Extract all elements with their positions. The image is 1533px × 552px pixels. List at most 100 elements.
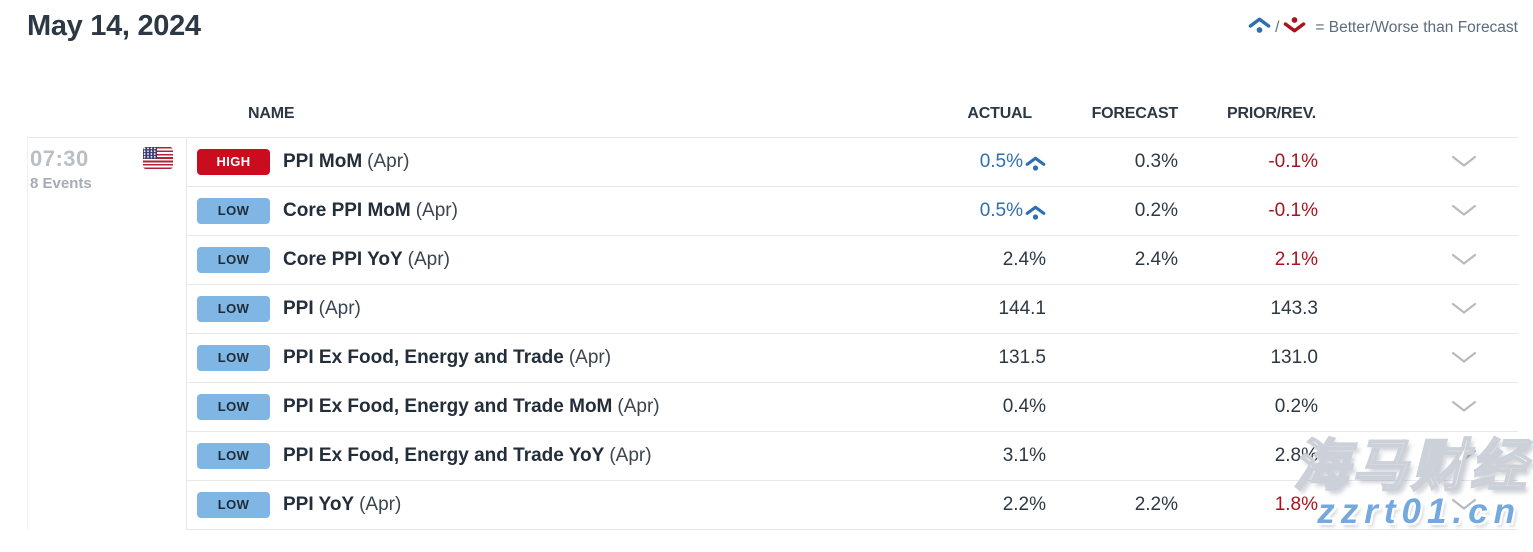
event-name: Core PPI YoY: [283, 248, 403, 270]
actual-cell: 2.4%: [1003, 249, 1046, 271]
prior-value: 0.2%: [1274, 395, 1318, 417]
event-row[interactable]: LOW PPI Ex Food, Energy and Trade YoY (Ap…: [186, 431, 1518, 480]
prior-cell: -0.1%: [1268, 151, 1318, 173]
better-than-forecast-icon: [1025, 156, 1046, 171]
actual-value: 2.4%: [1002, 248, 1046, 270]
events-count: 8 Events: [30, 175, 92, 192]
event-period: (Apr): [359, 493, 402, 515]
expand-chevron-icon[interactable]: [1450, 350, 1478, 366]
us-flag-canton: [143, 147, 157, 159]
forecast-cell: 2.4%: [1135, 249, 1178, 271]
table-top-border: [27, 137, 1518, 138]
importance-badge: LOW: [197, 442, 270, 469]
prior-value: 1.8%: [1274, 493, 1318, 515]
event-period: (Apr): [318, 297, 361, 319]
prior-cell: 131.0: [1270, 347, 1318, 369]
event-period: (Apr): [367, 150, 410, 172]
forecast-cell: 0.3%: [1135, 151, 1178, 173]
row-separator: [186, 333, 1518, 334]
forecast-cell: 0.2%: [1135, 200, 1178, 222]
actual-cell: 2.2%: [1003, 494, 1046, 516]
forecast-value: 2.2%: [1134, 493, 1178, 515]
prior-cell: -0.1%: [1268, 200, 1318, 222]
expand-chevron-icon[interactable]: [1450, 399, 1478, 415]
forecast-value: 0.3%: [1134, 150, 1178, 172]
event-row[interactable]: LOW PPI Ex Food, Energy and Trade MoM (Ap…: [186, 382, 1518, 431]
event-time: 07:30: [30, 146, 89, 171]
prior-cell: 143.3: [1270, 298, 1318, 320]
prior-value: -0.1%: [1268, 199, 1318, 221]
event-title: PPI (Apr): [283, 298, 361, 320]
column-header-name: NAME: [248, 105, 295, 122]
event-name: PPI: [283, 297, 314, 319]
worse-than-forecast-legend-icon: [1283, 16, 1306, 39]
row-separator: [186, 480, 1518, 481]
event-period: (Apr): [609, 444, 652, 466]
actual-cell: 3.1%: [1003, 445, 1046, 467]
row-separator: [186, 186, 1518, 187]
event-row[interactable]: LOW PPI YoY (Apr) 2.2% 2.2% 1.8%: [186, 480, 1518, 529]
event-title: Core PPI YoY (Apr): [283, 249, 450, 271]
expand-chevron-icon[interactable]: [1450, 448, 1478, 464]
prior-cell: 1.8%: [1275, 494, 1318, 516]
actual-value: 2.2%: [1002, 493, 1046, 515]
table-left-border: [27, 137, 28, 529]
event-row[interactable]: LOW Core PPI MoM (Apr) 0.5% 0.2% -0.1%: [186, 186, 1518, 235]
event-row[interactable]: LOW Core PPI YoY (Apr) 2.4% 2.4% 2.1%: [186, 235, 1518, 284]
importance-badge: HIGH: [197, 148, 270, 175]
forecast-cell: 2.2%: [1135, 494, 1178, 516]
importance-badge: LOW: [197, 491, 270, 518]
importance-badge: LOW: [197, 344, 270, 371]
prior-value: 131.0: [1270, 346, 1318, 368]
expand-chevron-icon[interactable]: [1450, 154, 1478, 170]
event-title: Core PPI MoM (Apr): [283, 200, 458, 222]
legend-label: = Better/Worse than Forecast: [1315, 18, 1518, 36]
importance-badge: LOW: [197, 246, 270, 273]
column-header-prior: PRIOR/REV.: [1227, 105, 1316, 122]
prior-value: 143.3: [1270, 297, 1318, 319]
event-title: PPI Ex Food, Energy and Trade (Apr): [283, 347, 611, 369]
better-than-forecast-legend-icon: [1248, 16, 1271, 39]
actual-value: 0.5%: [979, 150, 1023, 172]
actual-cell: 144.1: [998, 298, 1046, 320]
prior-cell: 2.8%: [1275, 445, 1318, 467]
actual-value: 0.4%: [1002, 395, 1046, 417]
importance-badge: LOW: [197, 393, 270, 420]
forecast-value: 2.4%: [1134, 248, 1178, 270]
column-header-actual: ACTUAL: [967, 105, 1032, 122]
expand-chevron-icon[interactable]: [1450, 301, 1478, 317]
importance-badge: LOW: [197, 197, 270, 224]
event-name: Core PPI MoM: [283, 199, 411, 221]
actual-value: 3.1%: [1002, 444, 1046, 466]
prior-value: 2.1%: [1274, 248, 1318, 270]
event-row[interactable]: HIGH PPI MoM (Apr) 0.5% 0.3% -0.1%: [186, 137, 1518, 186]
event-name: PPI MoM: [283, 150, 363, 172]
expand-chevron-icon[interactable]: [1450, 497, 1478, 513]
event-period: (Apr): [407, 248, 450, 270]
actual-cell: 0.5%: [980, 200, 1046, 222]
event-row[interactable]: LOW PPI Ex Food, Energy and Trade (Apr) 1…: [186, 333, 1518, 382]
actual-cell: 0.4%: [1003, 396, 1046, 418]
event-row[interactable]: LOW PPI (Apr) 144.1 143.3: [186, 284, 1518, 333]
row-separator: [186, 431, 1518, 432]
actual-value: 131.5: [998, 346, 1046, 368]
forecast-legend: / = Better/Worse than Forecast: [1248, 16, 1518, 39]
us-flag-icon: [143, 147, 173, 169]
event-name: PPI Ex Food, Energy and Trade: [283, 346, 564, 368]
table-bottom-border: [186, 529, 1518, 530]
forecast-value: 0.2%: [1134, 199, 1178, 221]
prior-cell: 2.1%: [1275, 249, 1318, 271]
importance-badge: LOW: [197, 295, 270, 322]
actual-cell: 0.5%: [980, 151, 1046, 173]
event-title: PPI YoY (Apr): [283, 494, 401, 516]
expand-chevron-icon[interactable]: [1450, 203, 1478, 219]
actual-value: 0.5%: [979, 199, 1023, 221]
column-header-forecast: FORECAST: [1091, 105, 1179, 122]
expand-chevron-icon[interactable]: [1450, 252, 1478, 268]
row-separator: [186, 284, 1518, 285]
event-title: PPI MoM (Apr): [283, 151, 409, 173]
row-separator: [186, 235, 1518, 236]
event-title: PPI Ex Food, Energy and Trade MoM (Apr): [283, 396, 660, 418]
better-than-forecast-icon: [1025, 205, 1046, 220]
